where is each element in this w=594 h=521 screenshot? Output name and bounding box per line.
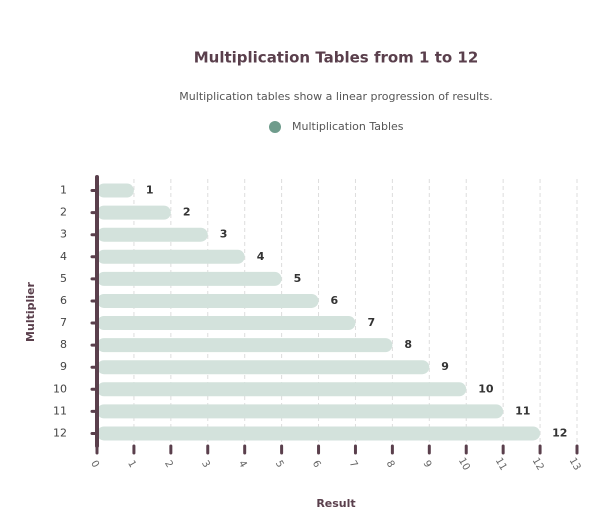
- legend-label: Multiplication Tables: [292, 120, 404, 133]
- data-label: 8: [404, 338, 412, 351]
- data-label: 4: [257, 250, 265, 263]
- x-tick-label: 9: [421, 459, 434, 470]
- data-label: 6: [331, 294, 339, 307]
- bar: [97, 426, 541, 441]
- y-tick-label: 6: [60, 294, 67, 307]
- x-tick-label: 13: [567, 456, 583, 473]
- bar: [97, 183, 134, 198]
- legend-marker: [269, 121, 281, 133]
- x-tick-label: 5: [273, 459, 286, 470]
- x-tick-label: 11: [493, 456, 509, 473]
- x-tick-label: 6: [310, 459, 323, 470]
- y-tick-label: 2: [60, 206, 67, 219]
- chart-title: Multiplication Tables from 1 to 12: [194, 49, 479, 67]
- data-label: 12: [552, 426, 567, 439]
- data-label: 11: [515, 404, 530, 417]
- x-tick-label: 12: [530, 456, 546, 473]
- x-tick-label: 7: [347, 459, 360, 470]
- bar: [97, 338, 393, 353]
- y-tick-label: 9: [60, 360, 67, 373]
- data-label: 5: [294, 272, 302, 285]
- y-tick-label: 7: [60, 316, 67, 329]
- y-axis-label: Multiplier: [24, 281, 37, 341]
- bar: [97, 293, 319, 308]
- x-tick-label: 0: [88, 459, 101, 470]
- data-label: 9: [441, 360, 449, 373]
- x-tick-label: 8: [384, 459, 397, 470]
- data-label: 3: [220, 228, 228, 241]
- x-tick-label: 10: [456, 456, 472, 473]
- y-tick-label: 1: [60, 184, 67, 197]
- bar: [97, 205, 171, 220]
- y-tick-label: 3: [60, 228, 67, 241]
- bar: [97, 249, 245, 264]
- chart-subtitle: Multiplication tables show a linear prog…: [179, 90, 492, 103]
- y-tick-label: 12: [53, 426, 67, 439]
- y-tick-label: 8: [60, 338, 67, 351]
- x-axis-label: Result: [316, 497, 355, 510]
- data-label: 10: [478, 382, 494, 395]
- x-tick-label: 1: [125, 459, 138, 470]
- data-label: 1: [146, 184, 154, 197]
- data-label: 7: [367, 316, 375, 329]
- bar: [97, 360, 430, 375]
- x-tick-label: 3: [199, 459, 212, 470]
- x-tick-label: 4: [236, 459, 249, 470]
- y-tick-label: 11: [53, 404, 67, 417]
- bar: [97, 271, 282, 286]
- x-tick-label: 2: [162, 459, 175, 470]
- bar: [97, 227, 208, 242]
- bar: [97, 404, 504, 419]
- data-label: 2: [183, 206, 191, 219]
- y-tick-label: 4: [60, 250, 67, 263]
- y-tick-label: 10: [53, 382, 67, 395]
- bar: [97, 382, 467, 397]
- y-tick-label: 5: [60, 272, 67, 285]
- bar: [97, 316, 356, 331]
